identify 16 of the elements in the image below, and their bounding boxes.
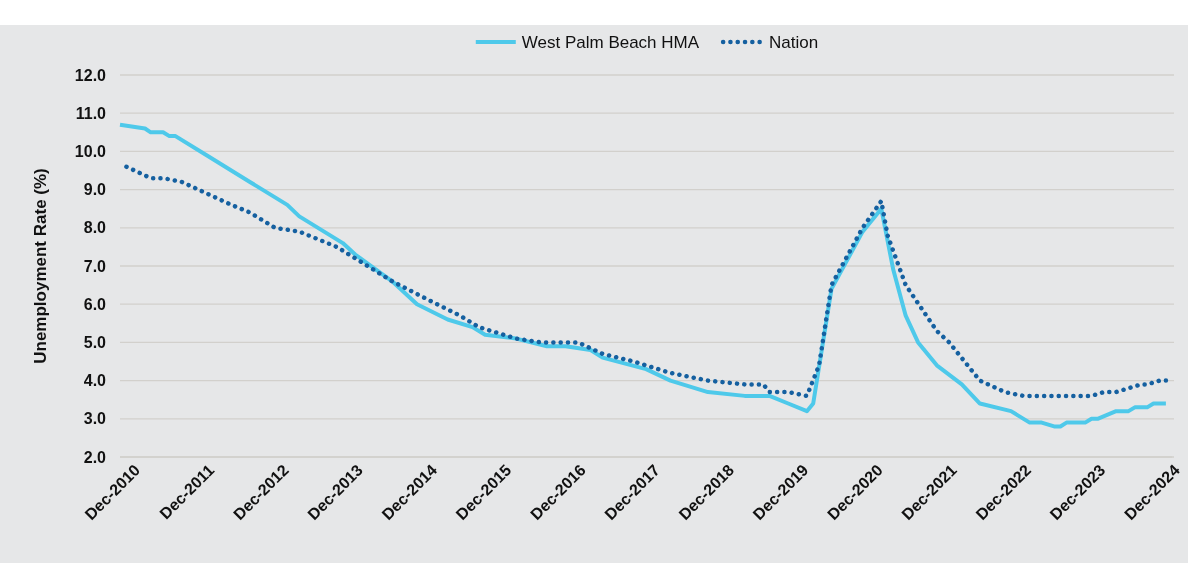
line-series bbox=[124, 164, 1169, 399]
y-tick-label: 8.0 bbox=[83, 219, 107, 237]
y-tick-label: 4.0 bbox=[83, 372, 107, 390]
y-tick-label: 11.0 bbox=[75, 104, 107, 122]
legend-label: West Palm Beach HMA bbox=[521, 32, 700, 52]
y-tick-label: 3.0 bbox=[83, 410, 107, 428]
y-tick-label: 2.0 bbox=[83, 448, 107, 466]
y-axis-title: Unemployment Rate (%) bbox=[31, 168, 50, 364]
y-tick-label: 10.0 bbox=[74, 143, 107, 161]
y-tick-label: 5.0 bbox=[83, 334, 107, 352]
legend-label: Nation bbox=[769, 32, 819, 52]
line-series bbox=[118, 122, 1168, 429]
y-tick-label: 7.0 bbox=[83, 257, 107, 275]
y-tick-label: 6.0 bbox=[83, 295, 107, 313]
y-tick-label: 12.0 bbox=[74, 66, 107, 84]
y-tick-label: 9.0 bbox=[83, 181, 107, 199]
